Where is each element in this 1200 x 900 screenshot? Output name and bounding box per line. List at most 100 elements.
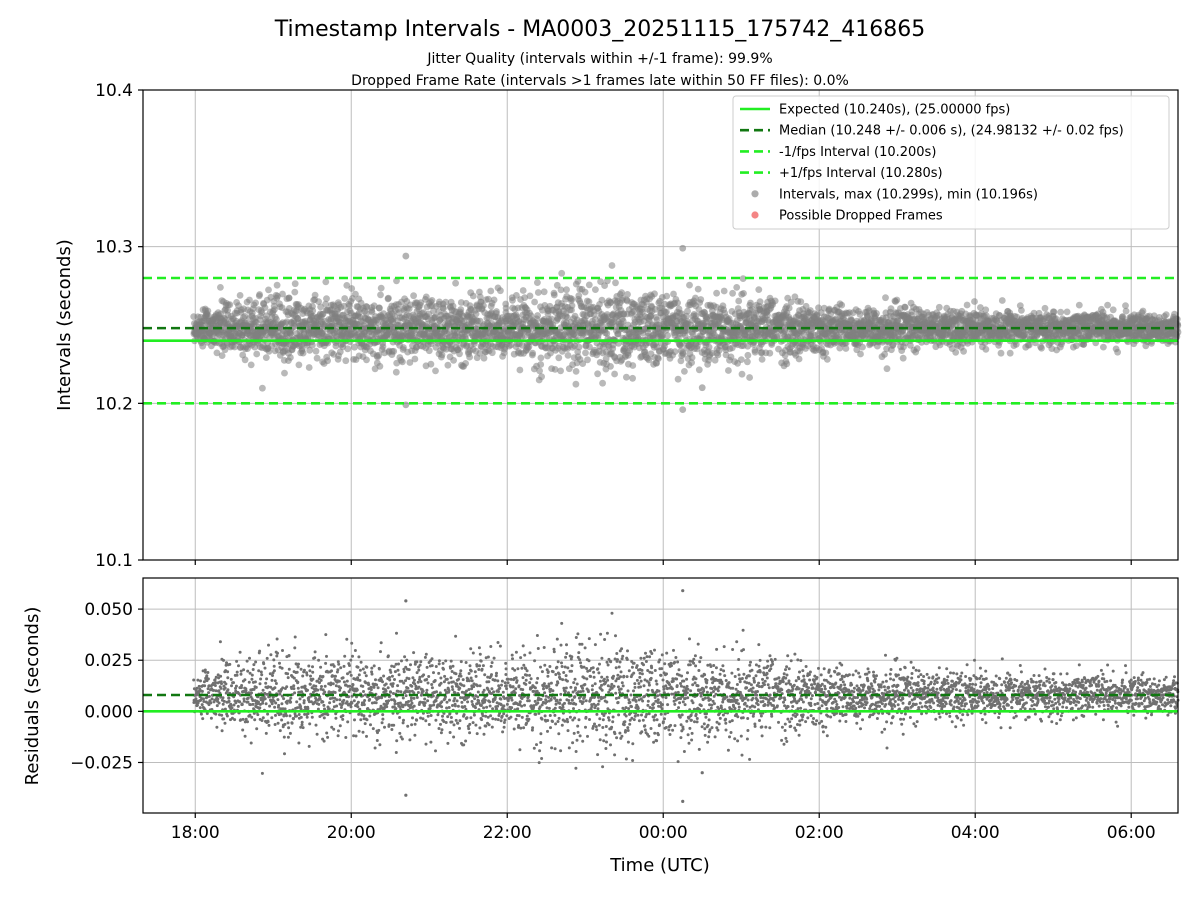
residual-point — [280, 718, 284, 722]
residual-point — [220, 713, 224, 717]
residual-point — [262, 662, 266, 666]
interval-point — [882, 294, 889, 302]
interval-point — [681, 368, 688, 375]
interval-point — [899, 354, 907, 362]
interval-point — [797, 298, 805, 306]
residual-point — [272, 664, 276, 668]
intervals-x-ticks — [194, 560, 1132, 565]
interval-point — [332, 342, 340, 350]
residual-point — [257, 700, 260, 704]
interval-point — [375, 351, 383, 359]
interval-point — [534, 289, 542, 296]
interval-point — [1104, 301, 1111, 309]
interval-point — [469, 292, 477, 300]
interval-point — [575, 343, 583, 351]
residual-point — [246, 669, 250, 673]
interval-point — [324, 357, 331, 365]
interval-point — [466, 353, 473, 361]
interval-point — [655, 355, 662, 362]
residual-point — [200, 689, 204, 693]
interval-point — [684, 307, 691, 315]
interval-point — [308, 341, 316, 349]
legend-swatch-marker — [751, 190, 759, 198]
residual-point — [285, 685, 289, 689]
residual-point — [259, 670, 263, 674]
interval-point — [291, 288, 299, 296]
interval-point — [720, 287, 728, 295]
interval-point — [674, 375, 682, 383]
interval-point — [247, 361, 255, 369]
interval-point — [572, 368, 580, 375]
interval-point — [568, 295, 576, 303]
interval-point — [555, 354, 563, 362]
interval-point — [273, 315, 280, 323]
interval-point — [427, 360, 435, 368]
interval-point — [450, 357, 457, 364]
interval-point — [410, 292, 417, 300]
residual-point — [283, 752, 286, 756]
interval-point — [823, 355, 831, 363]
interval-point — [725, 367, 732, 374]
interval-point — [313, 354, 321, 362]
interval-point — [729, 289, 736, 297]
interval-point — [629, 374, 636, 382]
residual-point — [260, 771, 264, 775]
interval-point — [259, 384, 266, 392]
interval-point — [1050, 308, 1058, 316]
intervals-panel: 10.110.210.310.4 Intervals (seconds) Exp… — [54, 81, 1182, 571]
interval-point — [231, 343, 239, 351]
interval-point — [438, 351, 446, 359]
interval-point — [488, 349, 496, 357]
interval-point — [205, 312, 212, 320]
residual-point — [196, 678, 200, 682]
interval-point — [311, 291, 319, 299]
interval-point — [651, 290, 658, 298]
interval-point — [348, 285, 356, 292]
interval-point — [608, 262, 616, 269]
interval-point — [901, 303, 909, 311]
residual-point — [258, 649, 262, 653]
interval-point — [771, 297, 779, 305]
residual-point — [280, 666, 284, 670]
residual-point — [282, 697, 286, 701]
interval-point — [540, 288, 548, 296]
y-tick-label: 10.1 — [95, 551, 133, 571]
residual-point — [254, 660, 258, 664]
interval-point — [740, 290, 747, 297]
residual-point — [259, 677, 263, 681]
interval-point — [258, 309, 266, 316]
interval-point — [236, 292, 244, 299]
interval-point — [456, 350, 463, 358]
residual-point — [264, 731, 268, 735]
residual-point — [261, 688, 265, 692]
residual-point — [250, 691, 253, 695]
residual-point — [230, 684, 233, 688]
interval-point — [531, 298, 538, 306]
residual-point — [221, 702, 225, 706]
interval-point — [493, 308, 500, 315]
interval-point — [273, 281, 281, 289]
interval-point — [376, 304, 383, 312]
interval-point — [1041, 304, 1049, 312]
interval-point — [377, 284, 385, 292]
interval-point — [607, 363, 614, 370]
residual-point — [264, 681, 268, 685]
residual-point — [202, 697, 205, 701]
residual-point — [276, 651, 279, 655]
interval-point — [444, 361, 452, 369]
interval-point — [873, 310, 880, 317]
legend-swatch-marker — [751, 211, 759, 219]
residual-point — [227, 699, 231, 703]
residual-point — [273, 679, 277, 683]
interval-point — [664, 332, 671, 339]
residual-point — [278, 729, 282, 733]
interval-point — [883, 365, 891, 373]
legend-label: Expected (10.240s), (25.00000 fps) — [779, 103, 1010, 118]
legend: Expected (10.240s), (25.00000 fps)Median… — [732, 95, 1170, 230]
residual-point — [266, 720, 270, 724]
interval-point — [534, 279, 541, 286]
interval-point — [323, 295, 330, 302]
interval-point — [758, 356, 766, 363]
interval-point — [309, 307, 317, 315]
residual-point — [200, 703, 204, 707]
